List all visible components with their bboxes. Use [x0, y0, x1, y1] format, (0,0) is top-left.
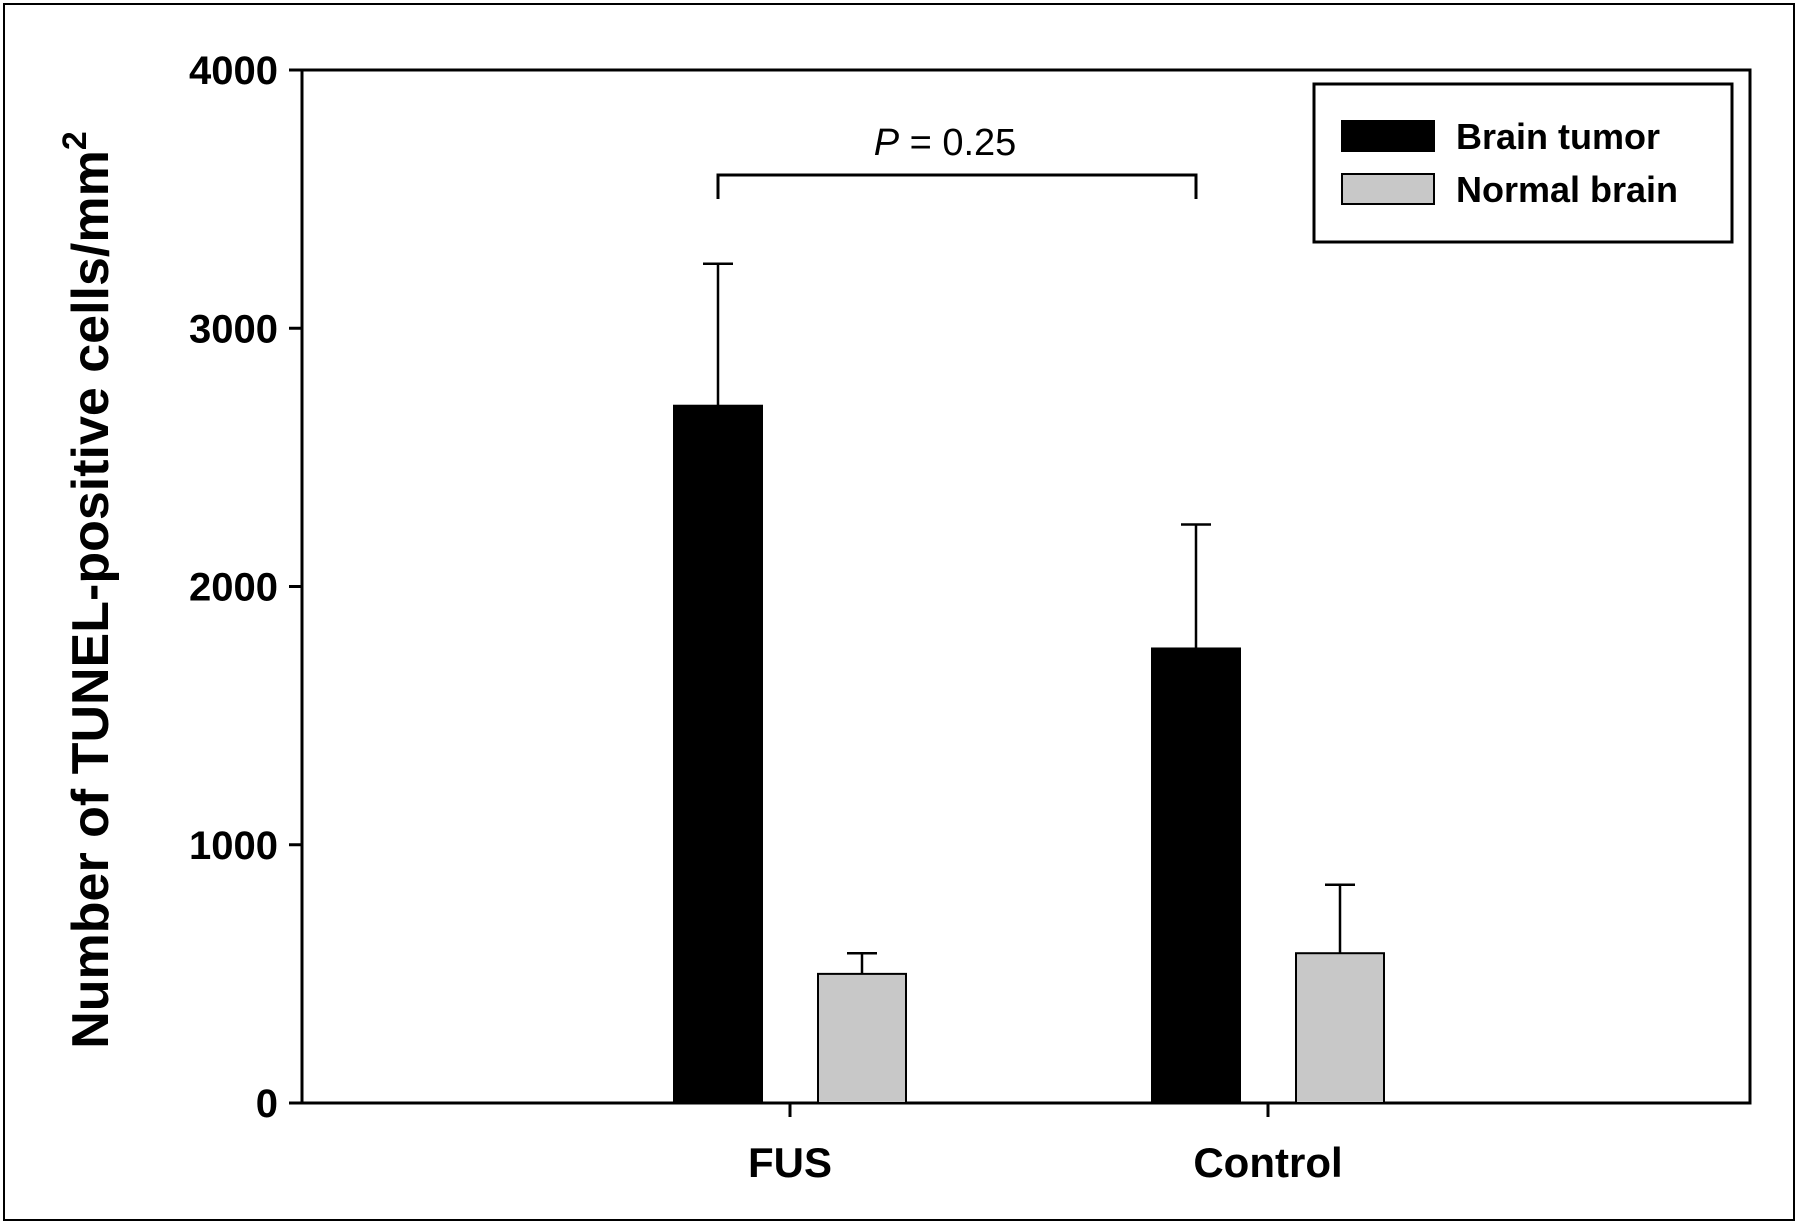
y-tick-label: 4000	[189, 49, 278, 93]
y-tick-label: 1000	[189, 824, 278, 868]
y-tick-label: 2000	[189, 566, 278, 610]
bar	[1295, 952, 1385, 1105]
legend-swatch-brain-tumor	[1341, 120, 1435, 152]
figure-frame	[3, 3, 1795, 1221]
legend: Brain tumor Normal brain	[1312, 82, 1734, 244]
y-axis-label: Number of TUNEL-positive cells/mm2	[56, 131, 120, 1049]
significance-bracket	[716, 173, 1198, 199]
bar	[817, 972, 907, 1104]
bars-group	[673, 262, 1385, 1105]
x-tick-label: Control	[1193, 1139, 1342, 1186]
p-value-label: P = 0.25	[874, 122, 1017, 164]
y-tick-label: 3000	[189, 307, 278, 351]
legend-swatch-normal-brain	[1341, 173, 1435, 205]
y-tick-label: 0	[256, 1082, 278, 1126]
x-axis-ticks: FUS Control	[748, 1103, 1343, 1186]
bar	[673, 404, 763, 1105]
legend-label-normal-brain: Normal brain	[1456, 169, 1678, 210]
legend-box	[1312, 82, 1734, 244]
x-tick-label: FUS	[748, 1139, 832, 1186]
significance-annotation: P = 0.25	[716, 122, 1198, 199]
y-axis-ticks: 0 1000 2000 3000 4000	[189, 49, 302, 1126]
legend-label-brain-tumor: Brain tumor	[1456, 116, 1660, 157]
bar	[1151, 647, 1241, 1104]
